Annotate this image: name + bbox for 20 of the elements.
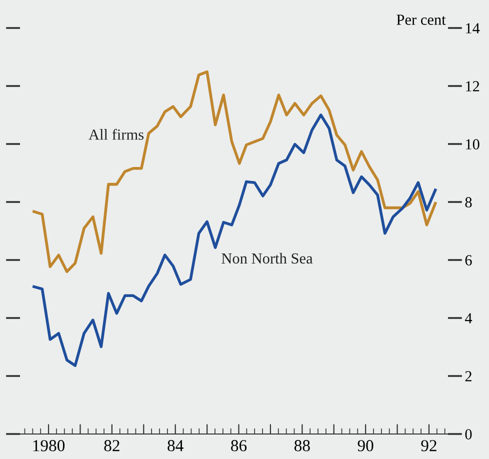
line-series	[32, 114, 437, 367]
x-tick-label: 84	[168, 440, 184, 452]
y-tick-label: 2	[465, 371, 472, 382]
line-series	[32, 70, 437, 273]
y-tick-label: 10	[466, 139, 480, 150]
y-tick-label: 14	[466, 23, 480, 34]
series-label: All firms	[88, 128, 144, 140]
x-tick-label: 1980	[33, 440, 65, 452]
x-tick-label: 82	[104, 440, 120, 452]
y-tick-label: 4	[464, 313, 472, 324]
series-label: Non North Sea	[222, 252, 313, 264]
x-tick-label: 90	[358, 440, 374, 452]
y-tick-label: 6	[465, 255, 472, 266]
x-tick-label: 92	[421, 440, 436, 452]
y-tick-label: 12	[466, 81, 480, 92]
y-tick-label: 0	[465, 429, 472, 440]
y-axis-title: Per cent	[396, 14, 446, 25]
y-tick-label: 8	[465, 197, 472, 208]
x-tick-label: 88	[294, 440, 310, 452]
x-tick-label: 86	[231, 440, 247, 452]
